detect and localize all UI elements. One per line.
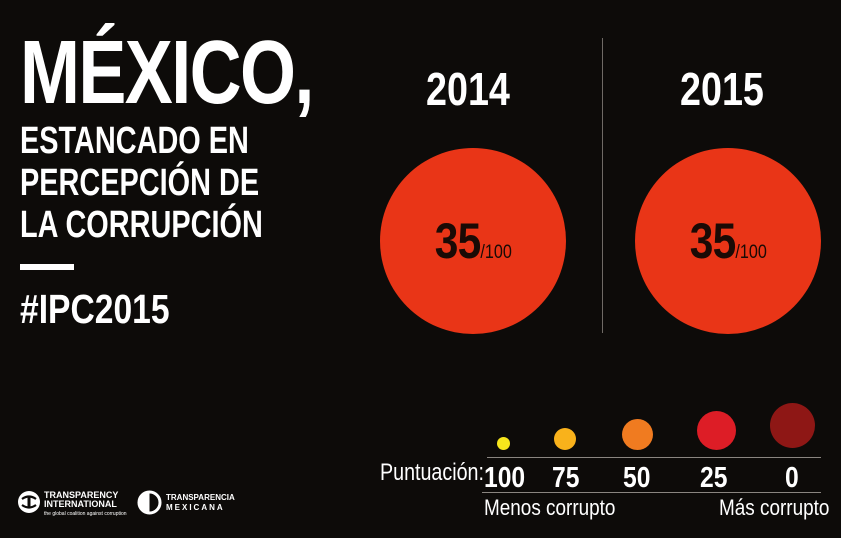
score-circle-2015: 35/100 <box>635 148 821 334</box>
legend-top-rule <box>487 457 821 458</box>
legend-value-75: 75 <box>552 462 580 494</box>
tm-circle-icon <box>137 490 162 515</box>
hashtag: #IPC2015 <box>20 286 170 332</box>
legend-dot-50 <box>622 419 653 450</box>
title-divider <box>20 264 74 270</box>
legend-dot-75 <box>554 428 576 450</box>
score-circle-2014: 35/100 <box>380 148 566 334</box>
page-title: MÉXICO, <box>20 23 314 123</box>
score-denominator-2015: /100 <box>735 242 767 263</box>
more-corrupt-label: Más corrupto <box>719 495 830 520</box>
legend-dot-100 <box>497 437 510 450</box>
tm-logo-line2: MEXICANA <box>166 503 225 512</box>
legend-label: Puntuación: <box>380 459 484 486</box>
score-value-2015: 35 <box>689 213 736 269</box>
ti-logo-tagline: the global coalition against corruption <box>44 511 127 517</box>
score-text-2014: 35/100 <box>434 212 511 270</box>
subtitle-line-3: LA CORRUPCIÓN <box>20 204 263 246</box>
ti-globe-icon <box>21 495 37 509</box>
year-label-2014: 2014 <box>426 63 510 115</box>
subtitle-line-2: PERCEPCIÓN DE <box>20 162 260 204</box>
legend-dot-25 <box>697 411 736 450</box>
score-value-2014: 35 <box>434 213 481 269</box>
less-corrupt-label: Menos corrupto <box>484 495 616 520</box>
legend-value-25: 25 <box>700 462 728 494</box>
legend-value-50: 50 <box>623 462 651 494</box>
year-divider <box>602 38 603 333</box>
subtitle-line-1: ESTANCADO EN <box>20 120 249 162</box>
score-denominator-2014: /100 <box>480 242 512 263</box>
legend-dot-0 <box>770 403 815 448</box>
year-label-2015: 2015 <box>680 63 764 115</box>
score-text-2015: 35/100 <box>689 212 766 270</box>
transparency-international-logo-icon <box>18 491 40 513</box>
legend-bottom-rule <box>482 492 821 493</box>
ti-logo-line1: TRANSPARENCY <box>44 490 119 500</box>
transparencia-mexicana-logo-icon <box>137 490 162 515</box>
ti-logo-line2: INTERNATIONAL <box>44 499 117 509</box>
tm-logo-line1: TRANSPARENCIA <box>166 493 235 502</box>
legend-value-100: 100 <box>484 462 526 494</box>
legend-value-0: 0 <box>785 462 799 494</box>
